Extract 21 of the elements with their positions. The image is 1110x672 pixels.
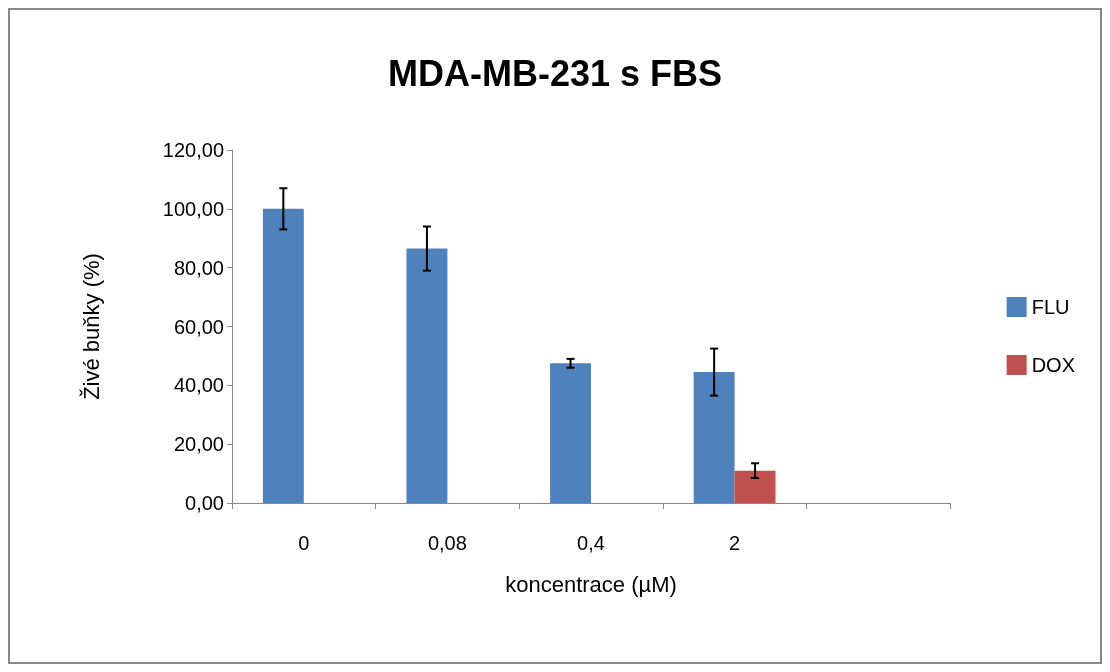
x-tick-label: 0,4 bbox=[577, 532, 605, 554]
x-tick-label: 2 bbox=[729, 532, 741, 554]
bar bbox=[693, 372, 735, 503]
x-tick-label: 0,08 bbox=[427, 532, 467, 554]
chart-title: MDA-MB-231 s FBS bbox=[387, 52, 723, 94]
x-tick-label: 0 bbox=[298, 532, 310, 554]
y-tick-label: 120,00 bbox=[162, 139, 224, 161]
y-tick-label: 40,00 bbox=[173, 374, 224, 397]
bar bbox=[550, 363, 591, 503]
y-axis-title: Živé buňky (%) bbox=[78, 253, 104, 400]
x-axis-title: koncentrace (µM) bbox=[505, 571, 677, 597]
y-tick-label: 20,00 bbox=[173, 433, 224, 456]
y-tick-label: 100,00 bbox=[162, 197, 224, 220]
bar bbox=[406, 248, 448, 503]
bar bbox=[734, 470, 776, 503]
y-tick-label: 0,00 bbox=[185, 492, 224, 514]
legend-label: DOX bbox=[1031, 354, 1075, 376]
y-tick-label: 60,00 bbox=[173, 315, 224, 338]
bar bbox=[262, 208, 304, 503]
legend-label: FLU bbox=[1031, 296, 1070, 318]
y-tick-label: 80,00 bbox=[173, 256, 224, 279]
